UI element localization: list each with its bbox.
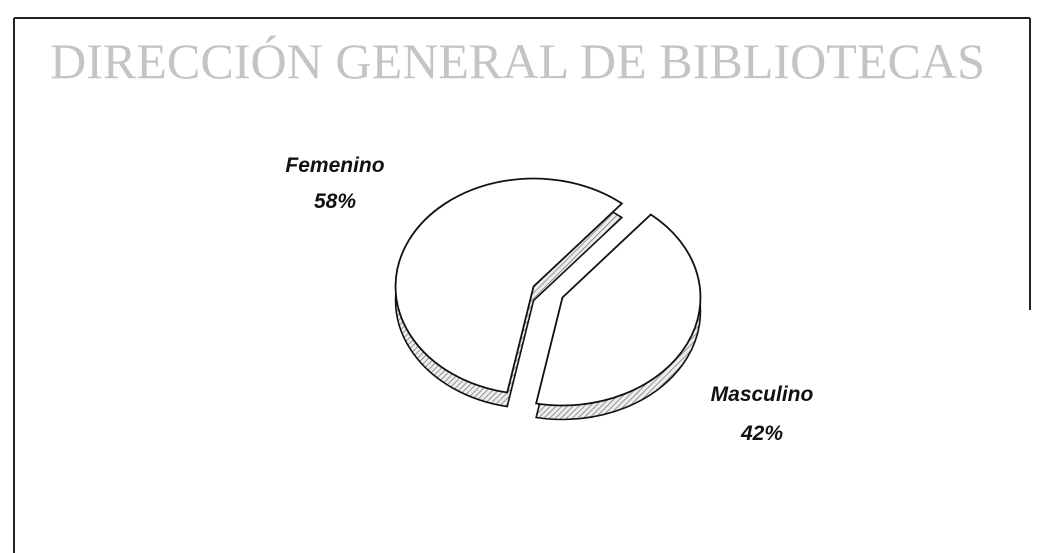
slice-value-label: 42% (740, 422, 783, 445)
slice-label: Masculino (711, 383, 814, 406)
slice-value-label: 58% (314, 190, 356, 213)
watermark: DIRECCIÓN GENERAL DE BIBLIOTECAS (50, 33, 985, 89)
slice (394, 177, 624, 394)
pie (394, 177, 702, 421)
slice-label: Femenino (285, 154, 384, 177)
slice (535, 213, 702, 407)
